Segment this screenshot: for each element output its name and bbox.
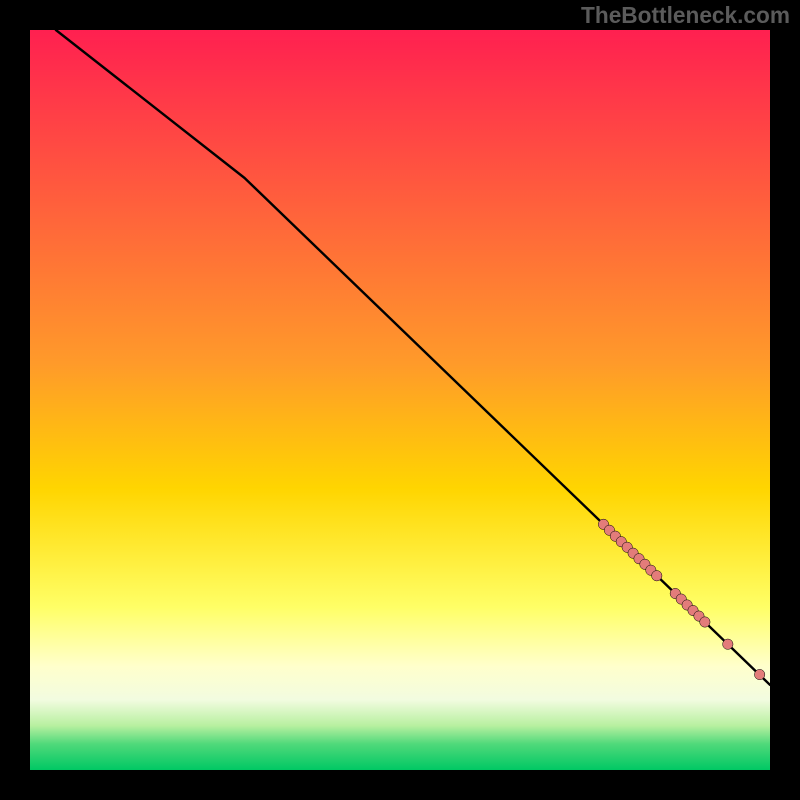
data-marker bbox=[700, 617, 710, 627]
plot-area bbox=[30, 30, 770, 770]
chart-svg bbox=[30, 30, 770, 770]
data-marker bbox=[652, 571, 662, 581]
watermark-text: TheBottleneck.com bbox=[581, 2, 790, 29]
data-marker bbox=[723, 639, 733, 649]
data-marker bbox=[754, 669, 764, 679]
chart-container: TheBottleneck.com bbox=[0, 0, 800, 800]
gradient-background bbox=[30, 30, 770, 770]
